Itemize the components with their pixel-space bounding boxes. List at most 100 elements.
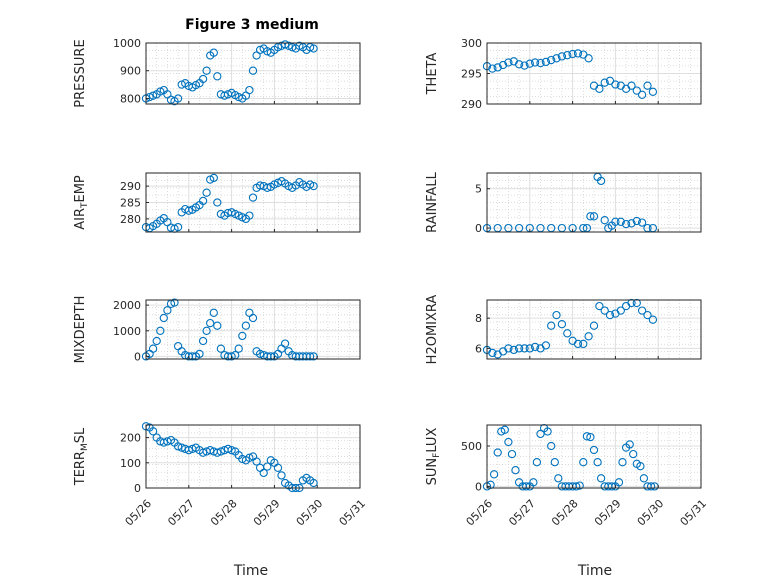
data-point <box>263 462 272 471</box>
plot-area <box>487 173 701 232</box>
data-point <box>263 183 272 192</box>
data-point <box>589 321 599 330</box>
data-point <box>148 91 158 100</box>
data-point <box>586 432 595 442</box>
data-point <box>593 458 602 467</box>
y-tick-label: 800 <box>120 92 141 105</box>
y-axis-label: THETA <box>425 53 440 96</box>
x-tick-label: 05/28 <box>549 497 581 529</box>
y-axis-label: H2OMIXRA <box>425 295 440 365</box>
data-point <box>223 444 233 454</box>
data-point <box>177 443 186 452</box>
data-point <box>198 74 208 84</box>
data-point <box>541 57 551 67</box>
data-point <box>273 463 283 472</box>
data-point <box>173 222 183 232</box>
data-point <box>504 437 513 447</box>
y-tick-label: 1000 <box>113 325 141 338</box>
data-point <box>238 331 247 341</box>
data-point <box>611 217 620 226</box>
data-point <box>600 78 609 87</box>
data-point <box>552 54 561 63</box>
x-tick-label: 05/26 <box>123 497 155 529</box>
data-point <box>277 471 286 480</box>
data-point <box>525 59 534 68</box>
y-tick-label: 900 <box>120 65 141 78</box>
data-point <box>627 81 636 90</box>
axes-box <box>486 424 702 489</box>
data-point <box>639 474 649 483</box>
data-point <box>509 345 518 355</box>
data-point <box>541 341 551 350</box>
data-point <box>589 212 599 221</box>
data-point <box>595 301 604 311</box>
data-point <box>255 181 265 190</box>
y-tick-label: 285 <box>120 197 141 210</box>
data-point <box>280 40 290 49</box>
data-point <box>618 458 627 467</box>
data-point <box>579 458 588 467</box>
data-point <box>600 216 609 225</box>
data-point <box>504 58 513 67</box>
data-point <box>611 80 620 89</box>
data-point <box>245 85 254 95</box>
data-point <box>493 63 502 72</box>
data-point <box>563 329 572 338</box>
y-tick-label: 0 <box>134 482 141 495</box>
x-tick-label: 05/27 <box>506 497 538 529</box>
data-point <box>536 429 545 439</box>
data-point <box>159 313 168 323</box>
data-point <box>605 310 615 320</box>
data-point <box>511 466 520 475</box>
data-point <box>573 49 583 58</box>
y-tick-label: 500 <box>461 440 482 453</box>
data-point <box>170 298 179 307</box>
data-point <box>245 211 254 220</box>
x-tick-label: 05/30 <box>635 497 667 529</box>
data-point <box>568 49 577 59</box>
data-point <box>532 458 542 467</box>
x-tick-label: 05/27 <box>165 497 197 529</box>
x-tick-label: 05/31 <box>337 497 369 529</box>
subplot-air-temp: 280 285 290 AIRTEMP <box>73 172 361 233</box>
y-tick-label: 100 <box>120 457 141 470</box>
data-point <box>241 321 251 330</box>
data-point <box>563 51 572 60</box>
axes-box <box>486 172 702 233</box>
data-point <box>627 219 636 228</box>
data-point <box>148 427 158 436</box>
data-point <box>579 339 588 349</box>
x-tick-label: 05/26 <box>464 497 496 529</box>
data-point <box>500 425 509 434</box>
x-tick-label: 05/28 <box>208 497 240 529</box>
data-point <box>209 308 218 317</box>
data-point <box>213 72 222 81</box>
x-tick-label: 05/31 <box>678 497 710 529</box>
y-axis-label: TERRMSL <box>73 427 90 486</box>
data-point <box>554 474 563 483</box>
data-point <box>202 66 211 75</box>
data-point <box>520 61 529 70</box>
data-point <box>234 344 243 353</box>
y-tick-label: 8 <box>475 312 482 325</box>
data-point <box>643 81 652 90</box>
data-point <box>557 320 567 329</box>
data-point <box>255 349 265 359</box>
data-point <box>547 55 556 65</box>
data-point <box>636 462 645 471</box>
data-point <box>252 457 261 466</box>
y-tick-label: 1000 <box>113 37 141 50</box>
subplot-sun-flux: 0 500 05/26 05/27 05/28 05/29 05/30 05/31 SUNFLU… <box>425 424 710 529</box>
data-point <box>616 306 625 315</box>
data-point <box>530 342 540 352</box>
data-point <box>159 438 168 447</box>
subplot-theta: 290 295 300 THETA <box>425 37 702 111</box>
data-point <box>213 198 222 207</box>
data-point <box>589 445 599 455</box>
subplot-terr-msl: 0 100 200 05/26 05/27 05/28 05/29 05/30 05/31 TER… <box>73 422 369 529</box>
data-point <box>536 58 545 68</box>
data-point <box>632 86 641 95</box>
data-point <box>248 193 258 202</box>
subplot-h2omixra: 6 8 H2OMIXRA <box>425 295 702 365</box>
data-point <box>488 64 497 73</box>
